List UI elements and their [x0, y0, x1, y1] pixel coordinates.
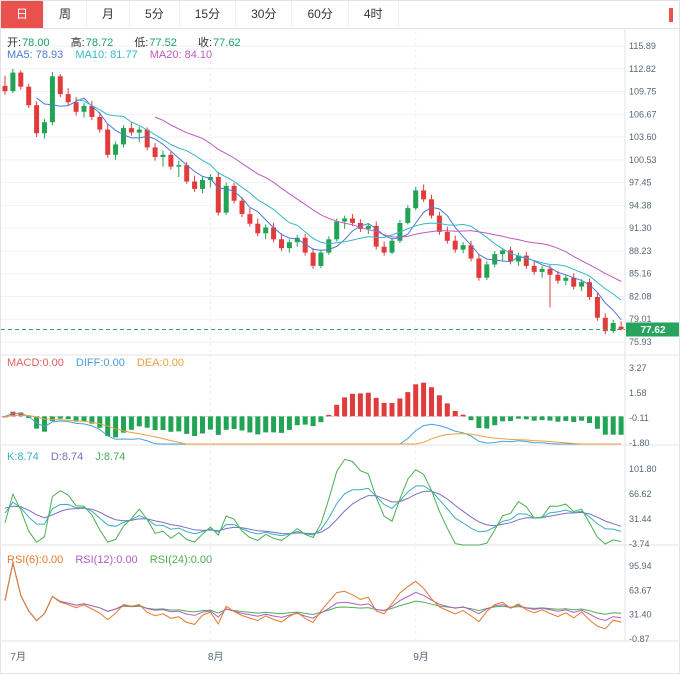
y-axis-tick: 100.53 [629, 155, 657, 165]
y-axis-tick: 97.45 [629, 178, 652, 188]
kdj-k-line [4, 485, 622, 537]
y-axis-tick: 31.40 [629, 610, 652, 620]
candlesticks [2, 68, 624, 335]
y-axis-tick: -3.74 [629, 539, 650, 549]
dea-line [4, 414, 622, 445]
y-axis-tick: -0.11 [629, 413, 649, 423]
current-price-badge [626, 322, 679, 337]
y-axis-tick: -0.87 [629, 634, 650, 644]
tab-day[interactable]: 日 [1, 1, 45, 28]
x-axis-month-label: 8月 [208, 651, 224, 663]
tab-15min[interactable]: 15分 [180, 1, 237, 28]
tab-week[interactable]: 周 [44, 1, 88, 28]
x-axis-month-label: 7月 [10, 651, 26, 663]
y-axis-tick: 112.82 [629, 64, 656, 74]
y-axis-tick: -1.80 [629, 438, 650, 448]
tab-30min[interactable]: 30分 [236, 1, 293, 28]
rsi6-line [4, 562, 622, 630]
tab-month[interactable]: 月 [87, 1, 131, 28]
kdj-d-line [4, 490, 622, 535]
y-axis-tick: 31.44 [629, 514, 652, 524]
chart-canvas[interactable]: 77.62 115.89 112.82 109.75 106.67 103.60 100.5… [1, 29, 680, 674]
macd-histogram [2, 382, 624, 438]
ma20-line [154, 116, 622, 282]
y-axis-tick: 95.94 [629, 561, 652, 571]
y-axis-tick: 75.93 [629, 337, 652, 347]
y-axis-tick: 85.16 [629, 269, 652, 279]
tab-4hour[interactable]: 4时 [349, 1, 399, 28]
y-axis-tick: 115.89 [629, 41, 656, 51]
y-axis-tick: 106.67 [629, 109, 657, 119]
timeframe-toolbar: 日 周 月 5分 15分 30分 60分 4时 [1, 1, 679, 29]
x-axis-month-label: 9月 [413, 651, 429, 663]
toolbar-accent-marker [669, 8, 673, 22]
ma10-line [76, 99, 622, 301]
y-axis-tick: 3.27 [629, 363, 647, 373]
y-axis-tick: 66.62 [629, 489, 652, 499]
tab-5min[interactable]: 5分 [130, 1, 180, 28]
gridlines [1, 29, 679, 642]
rsi12-line [4, 562, 622, 622]
tab-60min[interactable]: 60分 [292, 1, 349, 28]
y-axis-tick: 79.01 [629, 314, 652, 324]
y-axis-tick: 103.60 [629, 132, 657, 142]
y-axis-tick: 1.58 [629, 388, 647, 398]
y-axis-tick: 82.08 [629, 292, 652, 302]
kdj-j-line [4, 458, 622, 546]
y-axis-tick: 88.23 [629, 246, 652, 256]
y-axis-tick: 63.67 [629, 585, 652, 595]
y-axis-tick: 94.38 [629, 200, 652, 210]
y-axis-tick: 101.80 [629, 464, 657, 474]
current-price-text: 77.62 [640, 325, 665, 336]
y-axis-tick: 91.30 [629, 223, 652, 233]
y-axis-tick: 109.75 [629, 87, 657, 97]
